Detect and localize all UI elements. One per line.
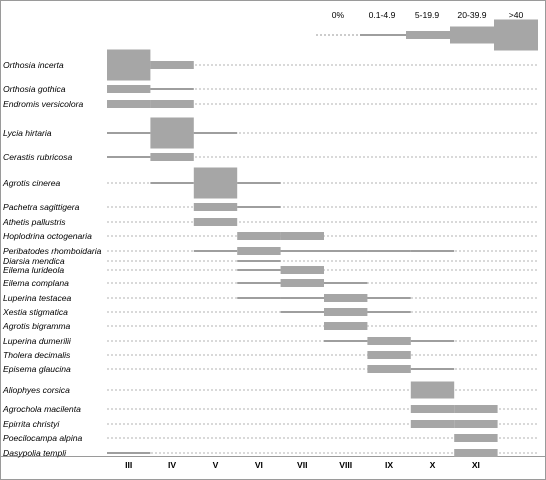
abundance-segment (150, 61, 194, 69)
species-row: Poecilocampa alpina (3, 433, 538, 443)
abundance-segment (410, 405, 455, 413)
species-row: Dasypolia templi (3, 448, 538, 458)
legend-label: 0% (332, 10, 345, 20)
abundance-segment (324, 294, 368, 302)
month-axis: III IV V VI VII VIII IX X XI (125, 460, 480, 470)
month-label: IV (168, 460, 176, 470)
month-label: III (125, 460, 132, 470)
species-label: Diarsia mendica (3, 256, 65, 266)
species-row: Luperina testacea (3, 293, 538, 303)
legend-label: 5-19.9 (415, 10, 440, 20)
species-label: Eilema complana (3, 278, 69, 288)
month-label: X (430, 460, 436, 470)
species-label: Episema glaucina (3, 364, 71, 374)
abundance-segment (367, 337, 411, 345)
species-row: Diarsia mendica (3, 256, 538, 266)
species-label: Agrotis bigramma (2, 321, 71, 331)
species-row: Eilema complana (3, 278, 538, 288)
month-label: V (213, 460, 219, 470)
month-label: VIII (339, 460, 352, 470)
legend-mark (494, 19, 538, 51)
abundance-segment (150, 117, 194, 149)
species-row: Athetis pallustris (2, 217, 538, 227)
species-label: Epirrita christyi (3, 419, 60, 429)
species-row: Orthosia gothica (3, 84, 538, 94)
species-row: Pachetra sagittigera (3, 202, 538, 212)
abundance-segment (410, 381, 455, 399)
abundance-segment (107, 85, 151, 93)
species-row: Lycia hirtaria (3, 117, 538, 149)
species-label: Aliophyes corsica (2, 385, 70, 395)
species-label: Orthosia incerta (3, 60, 64, 70)
species-label: Athetis pallustris (2, 217, 66, 227)
species-label: Peribatodes rhomboidaria (3, 246, 102, 256)
legend-label: >40 (509, 10, 524, 20)
species-label: Lycia hirtaria (3, 128, 52, 138)
abundance-segment (410, 420, 455, 428)
abundance-segment (324, 308, 368, 316)
species-label: Orthosia gothica (3, 84, 66, 94)
species-label: Endromis versicolora (3, 99, 83, 109)
species-label: Pachetra sagittigera (3, 202, 80, 212)
species-label: Cerastis rubricosa (3, 152, 72, 162)
abundance-segment (237, 247, 281, 255)
abundance-segment (454, 434, 498, 442)
species-label: Hoplodrina octogenaria (3, 231, 92, 241)
abundance-segment (280, 232, 324, 240)
abundance-segment (237, 232, 281, 240)
species-row: Luperina dumerilii (3, 336, 538, 346)
abundance-segment (454, 449, 498, 457)
species-label: Luperina testacea (3, 293, 72, 303)
species-row: Episema glaucina (3, 364, 538, 374)
species-label: Tholera decimalis (3, 350, 71, 360)
species-row: Cerastis rubricosa (3, 152, 538, 162)
species-label: Xestia stigmatica (2, 307, 68, 317)
abundance-segment (454, 420, 498, 428)
abundance-segment (367, 351, 411, 359)
abundance-segment (150, 100, 194, 108)
species-rows: Orthosia incerta Orthosia gothica Endromis… (2, 49, 538, 458)
species-label: Agrochola macilenta (2, 404, 81, 414)
abundance-segment (193, 218, 238, 226)
species-row: Orthosia incerta (3, 49, 538, 81)
month-label: VII (297, 460, 308, 470)
abundance-segment (150, 153, 194, 161)
species-row: Xestia stigmatica (2, 307, 538, 317)
species-label: Dasypolia templi (3, 448, 67, 458)
legend-mark (450, 26, 494, 44)
species-row: Tholera decimalis (3, 350, 538, 360)
month-label: VI (255, 460, 263, 470)
abundance-segment (107, 100, 151, 108)
month-label: XI (472, 460, 480, 470)
species-row: Endromis versicolora (3, 99, 538, 109)
species-row: Hoplodrina octogenaria (3, 231, 538, 241)
legend: 0% 0.1-4.9 5-19.9 20-39.9 >40 (316, 10, 538, 51)
species-label: Luperina dumerilii (3, 336, 72, 346)
legend-mark (406, 31, 450, 39)
species-row: Agrotis bigramma (2, 321, 538, 331)
species-row: Aliophyes corsica (2, 381, 538, 399)
species-row: Agrochola macilenta (2, 404, 538, 414)
abundance-segment (367, 365, 411, 373)
species-row: Agrotis cinerea (2, 167, 538, 199)
species-label: Poecilocampa alpina (3, 433, 83, 443)
abundance-segment (454, 405, 498, 413)
species-row: Epirrita christyi (3, 419, 538, 429)
species-row: Peribatodes rhomboidaria (3, 246, 538, 256)
abundance-segment (280, 279, 324, 287)
legend-label: 0.1-4.9 (369, 10, 396, 20)
abundance-segment (280, 266, 324, 274)
abundance-segment (193, 167, 238, 199)
abundance-segment (107, 49, 151, 81)
species-label: Eilema lurideola (3, 265, 64, 275)
species-row: Eilema lurideola (3, 265, 538, 275)
abundance-segment (193, 203, 238, 211)
species-label: Agrotis cinerea (2, 178, 61, 188)
month-label: IX (385, 460, 393, 470)
legend-label: 20-39.9 (457, 10, 486, 20)
abundance-segment (324, 322, 368, 330)
